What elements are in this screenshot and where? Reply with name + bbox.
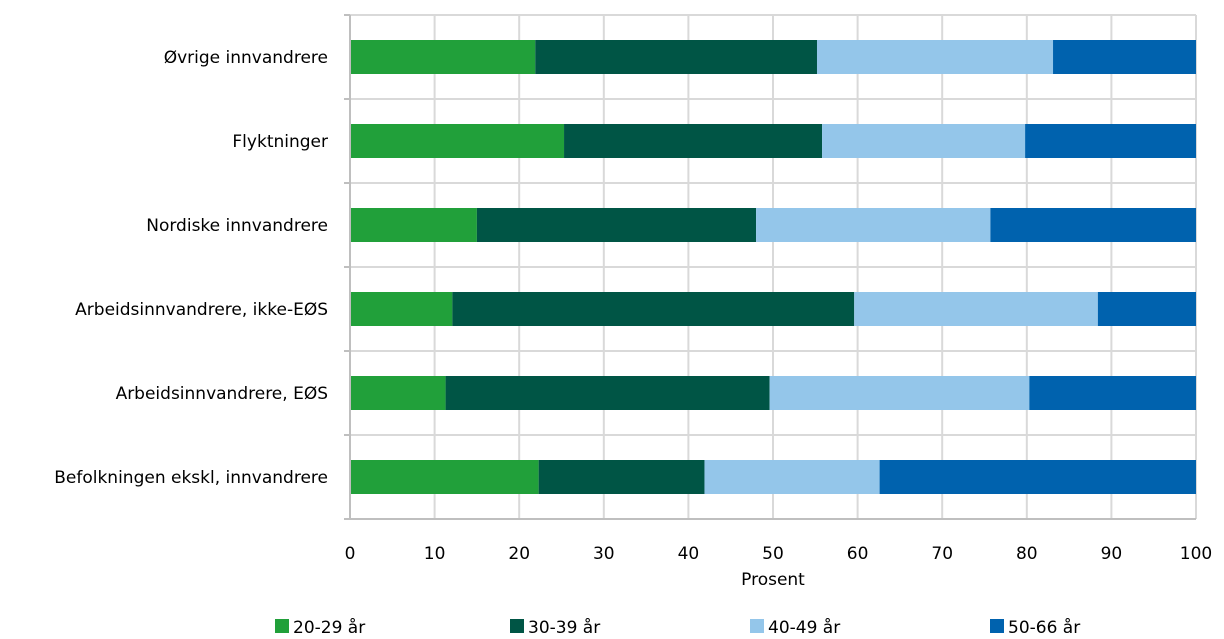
bar-3-series-3 <box>756 208 991 242</box>
x-axis-title: Prosent <box>741 570 805 590</box>
bar-2-series-1 <box>350 124 565 158</box>
x-tick-label-50: 50 <box>762 544 784 564</box>
x-tick-label-90: 90 <box>1101 544 1123 564</box>
bar-4-series-3 <box>854 292 1098 326</box>
bar-5-series-4 <box>1029 376 1196 410</box>
legend-label-1: 20-29 år <box>293 617 365 638</box>
category-label-5: Arbeidsinnvandrere, EØS <box>116 384 328 404</box>
x-tick-label-70: 70 <box>931 544 953 564</box>
bar-4-series-2 <box>452 292 855 326</box>
x-tick-label-60: 60 <box>847 544 869 564</box>
bar-6-series-4 <box>879 460 1196 494</box>
axes <box>344 14 1196 520</box>
category-label-1: Øvrige innvandrere <box>164 48 328 68</box>
bar-1-series-1 <box>350 40 536 74</box>
category-labels: Øvrige innvandrere Flyktninger Nordiske in… <box>54 48 328 488</box>
legend-swatch-4 <box>990 619 1004 633</box>
x-tick-label-0: 0 <box>345 544 356 564</box>
category-label-6: Befolkningen ekskl, innvandrere <box>54 468 328 488</box>
bar-2-series-4 <box>1025 124 1196 158</box>
gridlines <box>349 14 1197 520</box>
bar-3-series-1 <box>350 208 477 242</box>
bar-5-series-2 <box>445 376 770 410</box>
x-tick-label-10: 10 <box>424 544 446 564</box>
bar-3-series-4 <box>990 208 1196 242</box>
legend-label-4: 50-66 år <box>1008 617 1080 638</box>
bar-5-series-1 <box>350 376 446 410</box>
legend-label-3: 40-49 år <box>768 617 840 638</box>
legend-label-2: 30-39 år <box>528 617 600 638</box>
bar-6-series-1 <box>350 460 539 494</box>
bar-6-series-2 <box>538 460 705 494</box>
category-label-2: Flyktninger <box>232 132 328 152</box>
bar-1-series-3 <box>816 40 1054 74</box>
bar-1-series-4 <box>1053 40 1196 74</box>
bar-4-series-4 <box>1097 292 1196 326</box>
bar-1-series-2 <box>535 40 817 74</box>
x-tick-label-30: 30 <box>593 544 615 564</box>
bars <box>350 40 1196 494</box>
bar-2-series-3 <box>822 124 1026 158</box>
bar-3-series-2 <box>476 208 757 242</box>
legend-swatch-3 <box>750 619 764 633</box>
legend: 20-29 år 30-39 år 40-49 år 50-66 år <box>275 617 1080 638</box>
category-label-4: Arbeidsinnvandrere, ikke-EØS <box>75 300 328 320</box>
x-tick-label-100: 100 <box>1180 544 1212 564</box>
legend-swatch-1 <box>275 619 289 633</box>
x-tick-labels: 0 10 20 30 40 50 60 70 80 90 100 <box>345 544 1213 564</box>
bar-5-series-3 <box>769 376 1030 410</box>
category-label-3: Nordiske innvandrere <box>146 216 328 236</box>
x-tick-label-80: 80 <box>1016 544 1038 564</box>
bar-2-series-2 <box>564 124 823 158</box>
bar-6-series-3 <box>704 460 880 494</box>
legend-swatch-2 <box>510 619 524 633</box>
x-tick-label-40: 40 <box>678 544 700 564</box>
x-tick-label-20: 20 <box>508 544 530 564</box>
bar-4-series-1 <box>350 292 453 326</box>
